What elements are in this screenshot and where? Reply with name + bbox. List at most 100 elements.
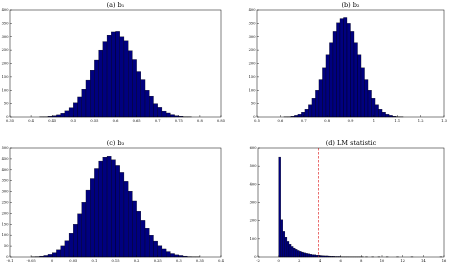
x-tick-label: 0.3 — [176, 259, 182, 263]
bar — [107, 156, 111, 257]
y-tick-label: 150 — [2, 222, 10, 226]
x-tick-label: 0.35 — [6, 119, 15, 123]
x-tick-label: 0.5 — [254, 119, 260, 123]
bar — [103, 157, 107, 257]
bar — [316, 255, 318, 257]
bar — [351, 31, 355, 117]
bar — [73, 224, 77, 257]
bar — [170, 254, 174, 257]
y-tick-label: 50 — [4, 244, 9, 248]
x-tick-label: 0.75 — [175, 119, 184, 123]
x-tick-label: 16 — [442, 259, 447, 263]
bar — [90, 70, 94, 117]
x-tick-label: 1.2 — [418, 119, 424, 123]
bar — [94, 60, 98, 117]
x-tick-label: 0.15 — [111, 259, 120, 263]
bar — [90, 179, 94, 257]
x-tick-label: 4 — [319, 259, 322, 263]
bar — [372, 98, 376, 117]
bar — [69, 233, 73, 257]
x-tick-label: 0.85 — [217, 119, 226, 123]
bar — [308, 105, 312, 117]
bar — [61, 113, 65, 117]
x-tick-label: 0.1 — [92, 259, 98, 263]
bar — [111, 160, 115, 257]
bar — [295, 249, 297, 257]
x-tick-label: -0.05 — [26, 259, 36, 263]
bar — [166, 113, 170, 117]
y-tick-label: 350 — [2, 21, 10, 25]
bar — [103, 42, 107, 117]
bar — [297, 250, 299, 257]
bar — [69, 108, 73, 117]
y-tick-label: 250 — [249, 48, 257, 52]
bar — [289, 244, 291, 257]
y-tick-label: 250 — [2, 48, 10, 52]
y-tick-label: 150 — [2, 75, 10, 79]
bar — [306, 253, 308, 257]
bar — [128, 51, 132, 117]
bar — [293, 248, 295, 257]
bar — [382, 112, 386, 117]
y-tick-label: 400 — [2, 8, 10, 12]
bar — [86, 190, 90, 257]
bar — [141, 220, 145, 257]
bar — [48, 254, 52, 257]
bar — [56, 115, 60, 117]
bar — [124, 181, 128, 257]
bar — [116, 165, 120, 257]
x-tick-label: 0 — [51, 259, 54, 263]
y-tick-label: 350 — [249, 21, 257, 25]
x-tick-label: 0.5 — [70, 119, 76, 123]
x-tick-label: 12 — [400, 259, 405, 263]
x-tick-label: -2 — [256, 259, 260, 263]
panel-title: (c) b₃ — [107, 139, 125, 147]
bar — [145, 228, 149, 257]
bar — [315, 90, 319, 117]
y-tick-label: 300 — [249, 35, 257, 39]
bar — [322, 68, 326, 117]
x-tick-label: 0.7 — [155, 119, 161, 123]
bar — [99, 50, 103, 117]
y-tick-label: 400 — [249, 8, 257, 12]
bar — [141, 80, 145, 117]
bar — [124, 41, 128, 117]
x-tick-label: 0.2 — [134, 259, 140, 263]
bar — [149, 235, 153, 257]
bar — [137, 72, 141, 117]
bar — [162, 249, 166, 257]
bar — [175, 255, 179, 257]
bar — [312, 255, 314, 257]
y-tick-label: 300 — [2, 190, 10, 194]
bar — [149, 96, 153, 117]
bar — [314, 255, 316, 257]
x-tick-label: 0.35 — [196, 259, 205, 263]
bar — [65, 241, 69, 257]
bar — [285, 237, 287, 257]
x-tick-label: 0.55 — [90, 119, 99, 123]
x-tick-label: 0.4 — [28, 119, 34, 123]
x-tick-label: 2 — [298, 259, 300, 263]
bar — [279, 157, 281, 257]
bar — [56, 250, 60, 257]
y-tick-label: 600 — [250, 146, 258, 150]
x-tick-label: 1.3 — [441, 119, 447, 123]
y-tick-label: 100 — [250, 237, 258, 241]
x-tick-label: 0.6 — [113, 119, 119, 123]
bar — [312, 98, 316, 117]
panel-title: (a) b₁ — [107, 1, 125, 9]
bar — [120, 37, 124, 117]
y-tick-label: 100 — [2, 233, 10, 237]
bar — [281, 220, 283, 257]
bar — [310, 254, 312, 257]
x-tick-label: 0.4 — [218, 259, 224, 263]
bar — [336, 23, 340, 117]
bar — [298, 114, 302, 117]
y-tick-label: 300 — [2, 35, 10, 39]
bar — [137, 211, 141, 257]
bar — [82, 89, 86, 117]
bar — [301, 112, 305, 117]
y-tick-label: 100 — [2, 88, 10, 92]
bar — [128, 191, 132, 257]
y-tick-label: 100 — [249, 88, 257, 92]
